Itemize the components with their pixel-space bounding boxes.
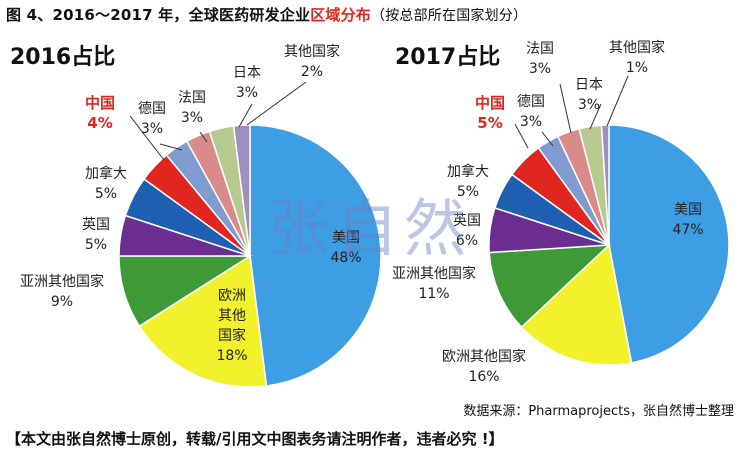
slice-name-label: 美国 bbox=[332, 230, 360, 246]
slice-value-label: 3% bbox=[236, 85, 258, 101]
slice-name-label: 英国 bbox=[82, 216, 110, 233]
leader-line bbox=[238, 103, 253, 128]
leader-line bbox=[199, 131, 208, 143]
slice-name-label: 日本 bbox=[233, 65, 261, 81]
slice-name-label: 欧洲 bbox=[218, 288, 246, 304]
pie-slice bbox=[488, 244, 612, 329]
slice-value-label: 3% bbox=[529, 61, 551, 77]
source-note: 数据来源：Pharmaprojects，张自然博士整理 bbox=[463, 404, 734, 419]
slice-name-label: 亚洲其他国家 bbox=[20, 273, 104, 290]
slice-name-label: 国家 bbox=[218, 327, 246, 344]
pie-slice bbox=[600, 124, 610, 246]
slice-name-label: 德国 bbox=[517, 94, 545, 110]
slice-name-label: 美国 bbox=[674, 202, 702, 218]
leader-line bbox=[606, 75, 629, 127]
pie-chart-0: 2016占比美国48%欧洲其他国家18%亚洲其他国家9%英国5%加拿大5%中国4… bbox=[10, 43, 382, 388]
leader-line bbox=[559, 83, 572, 134]
figure-title-highlight: 区域分布 bbox=[310, 6, 371, 24]
slice-value-label: 9% bbox=[51, 294, 73, 310]
slice-value-label: 3% bbox=[578, 97, 600, 113]
slice-name-label: 其他国家 bbox=[284, 43, 340, 60]
figure-title-note: （按总部所在国家划分） bbox=[371, 8, 528, 24]
pie-slice bbox=[232, 124, 251, 257]
chart-title: 2016占比 bbox=[10, 45, 115, 70]
slice-name-label: 法国 bbox=[178, 90, 206, 106]
slice-name-label: 亚洲其他国家 bbox=[392, 265, 476, 282]
pie-slice bbox=[608, 124, 730, 364]
slice-value-label: 2% bbox=[301, 64, 323, 80]
slice-value-label: 5% bbox=[85, 237, 107, 253]
leader-line bbox=[514, 123, 529, 149]
slice-value-label: 16% bbox=[468, 369, 499, 385]
chart-title: 2017占比 bbox=[395, 45, 500, 70]
pie-slice bbox=[520, 243, 633, 366]
leader-line bbox=[159, 143, 183, 151]
pie-slice bbox=[249, 124, 382, 387]
leader-line bbox=[129, 115, 165, 161]
slice-name-label: 加拿大 bbox=[447, 163, 489, 180]
leader-line bbox=[589, 103, 602, 130]
slice-value-label: 6% bbox=[456, 233, 478, 249]
slice-value-label: 1% bbox=[626, 60, 648, 76]
slice-value-label: 3% bbox=[141, 121, 163, 137]
slice-value-label: 11% bbox=[418, 286, 449, 302]
slice-name-label: 其他 bbox=[218, 308, 246, 324]
slice-name-label: 加拿大 bbox=[85, 165, 127, 182]
pie-slice bbox=[138, 254, 268, 388]
slice-name-label: 德国 bbox=[138, 101, 166, 117]
slice-name-label: 欧洲其他国家 bbox=[442, 348, 526, 365]
slice-value-label: 3% bbox=[181, 110, 203, 126]
copyright-banner: 【本文由张自然博士原创，转载/引用文中图表务请注明作者，违者必究 !】 bbox=[6, 430, 504, 448]
slice-name-label: 中国 bbox=[85, 94, 115, 112]
leader-line bbox=[541, 131, 554, 147]
slice-value-label: 3% bbox=[520, 114, 542, 130]
watermark: 张自然 bbox=[268, 192, 472, 265]
slice-name-label: 其他国家 bbox=[609, 39, 665, 56]
figure-title: 图 4、2016～2017 年，全球医药研发企业区域分布（按总部所在国家划分） bbox=[6, 4, 527, 25]
slice-value-label: 48% bbox=[330, 250, 361, 266]
slice-name-label: 法国 bbox=[526, 41, 554, 57]
slice-value-label: 5% bbox=[477, 114, 502, 132]
leader-line bbox=[246, 81, 307, 126]
slice-name-label: 日本 bbox=[575, 77, 603, 93]
slice-value-label: 47% bbox=[672, 222, 703, 238]
slice-value-label: 18% bbox=[216, 348, 247, 364]
figure-title-prefix: 图 4、2016～2017 年，全球医药研发企业 bbox=[6, 6, 311, 24]
slice-name-label: 中国 bbox=[475, 94, 505, 112]
slice-value-label: 5% bbox=[95, 186, 117, 202]
slice-name-label: 英国 bbox=[453, 212, 481, 229]
slice-value-label: 5% bbox=[457, 184, 479, 200]
slice-value-label: 4% bbox=[87, 114, 112, 132]
